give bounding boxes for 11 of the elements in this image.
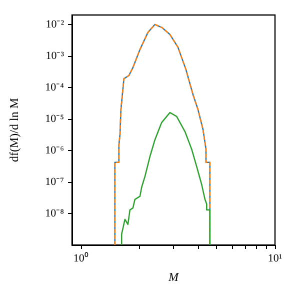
y-tick-label: 10⁻⁷ — [45, 176, 64, 188]
y-tick-label: 10⁻⁴ — [45, 81, 64, 94]
y-tick-label: 10⁻³ — [46, 50, 65, 62]
y-tick-label: 10⁻² — [46, 18, 65, 30]
y-tick-label: 10⁻⁶ — [45, 144, 64, 156]
x-tick-label: 10¹ — [268, 252, 282, 264]
y-axis-title: df(M)/d ln M — [7, 98, 21, 162]
y-tick-label: 10⁻⁵ — [45, 112, 64, 125]
x-tick-label: 10⁰ — [73, 252, 88, 264]
y-tick-label: 10⁻⁸ — [45, 208, 64, 220]
x-axis-title: M — [168, 270, 180, 284]
